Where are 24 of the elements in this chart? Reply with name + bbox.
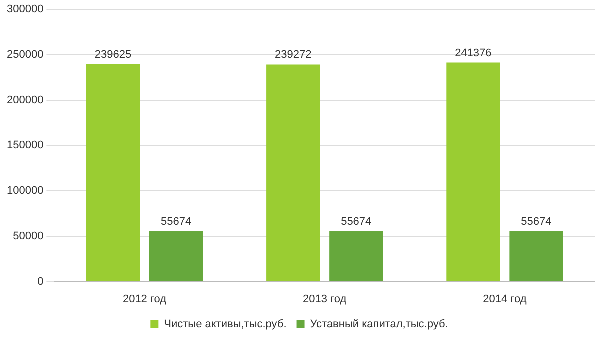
legend-label: Уставный капитал,тыс.руб. <box>310 318 448 331</box>
y-tick-label: 300000 <box>6 4 44 16</box>
y-tick-label: 150000 <box>6 140 44 152</box>
y-tick-label: 100000 <box>6 185 44 198</box>
x-tick-label: 2012 год <box>122 293 168 306</box>
bar <box>510 231 564 282</box>
y-tick-label: 250000 <box>6 49 44 61</box>
y-tick-label: 200000 <box>6 94 44 106</box>
x-tick-label: 2014 год <box>483 293 528 306</box>
data-label: 55674 <box>160 216 192 228</box>
x-tick-label: 2013 год <box>303 293 348 306</box>
y-tick-label: 50000 <box>13 230 44 242</box>
bar <box>446 62 500 282</box>
bar <box>266 64 320 282</box>
data-label: 239272 <box>274 49 312 62</box>
bar <box>149 231 204 282</box>
data-label: 239625 <box>94 48 132 61</box>
data-label: 241376 <box>455 47 492 60</box>
data-label: 55674 <box>341 216 372 228</box>
bar <box>86 64 140 282</box>
bar <box>330 231 384 282</box>
y-tick-label: 0 <box>38 276 44 288</box>
data-label: 55674 <box>521 216 552 228</box>
legend-label: Чистые активы,тыс.руб. <box>164 318 287 331</box>
